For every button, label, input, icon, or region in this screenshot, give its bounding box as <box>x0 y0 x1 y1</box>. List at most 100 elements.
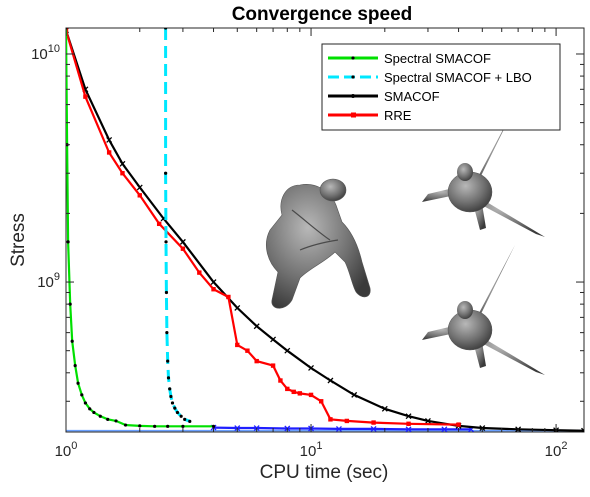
smacof-point-6 <box>179 238 186 245</box>
spectral-smacof-lbo-point-14 <box>188 419 192 423</box>
series-5-point-6 <box>370 425 377 432</box>
rre-point-5 <box>156 221 162 227</box>
rre-point-15 <box>285 386 290 392</box>
legend-item-rre: RRE <box>328 108 412 123</box>
spectral-smacof-point-14 <box>123 423 128 427</box>
rre-point-24 <box>456 422 461 427</box>
rre-point-12 <box>254 358 259 364</box>
smacof-point-3 <box>119 160 126 167</box>
smacof-point-4 <box>136 184 143 191</box>
legend-item-smacof: SMACOF <box>328 89 440 104</box>
rre-point-19 <box>318 399 324 404</box>
spectral-smacof-point-4 <box>70 339 74 343</box>
smacof-point-9 <box>253 323 260 330</box>
spectral-smacof-point-15 <box>138 424 142 428</box>
smacof-point-14 <box>351 391 358 398</box>
x-tick-label: 102 <box>545 440 568 460</box>
x-tick-label: 100 <box>55 440 78 460</box>
series-5-point-5 <box>336 425 342 432</box>
smacof-point-2 <box>106 136 113 143</box>
spectral-smacof-point-17 <box>166 424 170 428</box>
crouching-figure-image <box>266 178 371 309</box>
spectral-smacof-point-10 <box>92 410 96 415</box>
spectral-smacof-series <box>66 28 216 428</box>
spectral-smacof-lbo-point-0 <box>164 28 168 30</box>
rre-point-7 <box>197 270 202 275</box>
smacof-point-22 <box>581 427 584 432</box>
rre-point-3 <box>120 171 125 176</box>
spectral-smacof-lbo-point-13 <box>183 417 187 421</box>
smacof-point-13 <box>327 377 334 384</box>
rre-point-13 <box>270 363 276 368</box>
rre-point-21 <box>344 418 350 424</box>
smacof-series <box>66 28 584 432</box>
rre-point-14 <box>278 378 283 383</box>
spectral-smacof-lbo-point-6 <box>166 376 171 380</box>
spectral-smacof-lbo-point-5 <box>166 359 170 363</box>
rre-point-6 <box>180 246 186 251</box>
spectral-smacof-point-7 <box>80 393 84 397</box>
smacof-point-12 <box>308 364 314 371</box>
stretched-figure-image-bottom <box>422 245 545 375</box>
x-axis-label: CPU time (sec) <box>260 462 389 483</box>
smacof-point-16 <box>405 413 412 420</box>
spectral-smacof-lbo-point-11 <box>175 410 180 415</box>
rre-point-9 <box>226 294 231 300</box>
smacof-point-10 <box>270 336 277 343</box>
rre-point-23 <box>406 421 411 426</box>
spectral-smacof-lbo-point-12 <box>179 414 183 418</box>
spectral-smacof-lbo-point-8 <box>169 394 173 399</box>
spectral-smacof-lbo-point-7 <box>168 387 172 391</box>
spectral-smacof-point-9 <box>88 407 92 411</box>
spectral-smacof-point-18 <box>181 424 185 428</box>
spectral-smacof-point-16 <box>153 424 157 428</box>
legend-item-spectral-smacof: Spectral SMACOF <box>328 51 491 66</box>
spectral-smacof-point-13 <box>114 419 118 423</box>
spectral-smacof-lbo-point-3 <box>164 290 169 295</box>
smacof-point-11 <box>284 347 291 354</box>
rre-point-11 <box>245 348 250 353</box>
spectral-smacof-lbo-point-2 <box>164 240 168 244</box>
spectral-smacof-point-11 <box>98 414 102 418</box>
spectral-smacof-lbo-point-10 <box>173 406 177 410</box>
smacof-point-8 <box>234 304 241 311</box>
y-tick-label: 109 <box>37 271 60 291</box>
series-5-point-8 <box>441 426 448 432</box>
spectral-smacof-point-19 <box>211 424 216 428</box>
series-5-point-7 <box>405 426 412 432</box>
y-axis-label: Stress <box>8 213 29 267</box>
smacof-point-7 <box>210 279 217 285</box>
series-layer <box>66 28 584 432</box>
chart-title: Convergence speed <box>232 4 413 25</box>
rre-point-22 <box>371 420 376 425</box>
spectral-smacof-lbo-point-9 <box>170 401 175 405</box>
rre-point-17 <box>297 391 303 396</box>
spectral-smacof-point-6 <box>76 381 80 385</box>
rre-point-4 <box>137 193 142 198</box>
spectral-smacof-point-3 <box>68 302 72 306</box>
smacof-point-17 <box>424 417 431 424</box>
rre-point-18 <box>308 392 314 398</box>
rre-point-2 <box>106 150 112 155</box>
legend-label: RRE <box>384 108 412 123</box>
series-5-line <box>213 426 472 431</box>
legend-label: SMACOF <box>384 89 440 104</box>
spectral-smacof-point-12 <box>106 417 110 421</box>
spectral-smacof-point-2 <box>66 240 70 244</box>
rre-point-20 <box>328 417 333 422</box>
spectral-smacof-lbo-series <box>164 28 192 423</box>
legend-item-spectral-smacof-lbo: Spectral SMACOF + LBO <box>328 70 532 85</box>
spectral-smacof-lbo-point-4 <box>165 331 169 335</box>
y-tick-label: 1010 <box>31 43 60 63</box>
spectral-smacof-line <box>66 28 214 428</box>
legend-label: Spectral SMACOF + LBO <box>384 70 532 85</box>
rre-point-1 <box>83 94 88 99</box>
spectral-smacof-point-8 <box>83 401 88 405</box>
legend: Spectral SMACOF Spectral SMACOF + LBO SMAC… <box>321 43 561 131</box>
x-tick-label: 101 <box>300 440 323 460</box>
mesh-figures <box>266 107 545 375</box>
ticks-layer: 100 101 102 109 1010 <box>31 28 584 460</box>
smacof-point-15 <box>381 405 388 412</box>
spectral-smacof-lbo-point-1 <box>164 171 168 175</box>
